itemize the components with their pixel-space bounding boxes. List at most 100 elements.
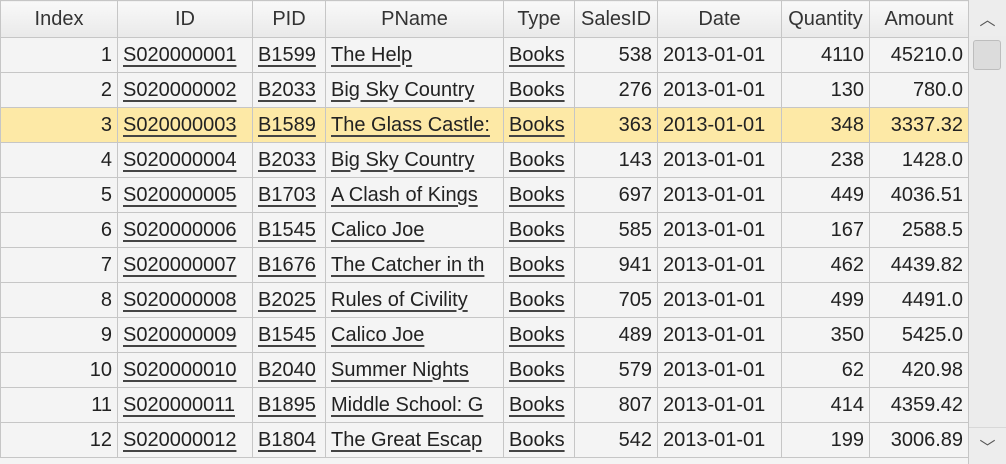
cell-type[interactable]: Books — [503, 282, 575, 318]
cell-pid[interactable]: B1703 — [252, 177, 326, 213]
cell-type[interactable]: Books — [503, 212, 575, 248]
cell-salesid[interactable]: 143 — [574, 142, 658, 178]
cell-date[interactable]: 2013-01-01 — [657, 352, 782, 388]
cell-amount[interactable]: 2588.5 — [869, 212, 969, 248]
type-link[interactable]: Books — [509, 428, 565, 451]
type-link[interactable]: Books — [509, 288, 565, 311]
cell-salesid[interactable]: 705 — [574, 282, 658, 318]
cell-pid[interactable]: B1676 — [252, 247, 326, 283]
cell-id[interactable]: S020000008 — [117, 282, 253, 318]
type-link[interactable]: Books — [509, 393, 565, 416]
pid-link[interactable]: B1676 — [258, 253, 316, 276]
column-header-quantity[interactable]: Quantity — [781, 0, 870, 38]
pname-link[interactable]: Calico Joe — [331, 218, 425, 241]
cell-pname[interactable]: Middle School: G — [325, 387, 504, 423]
pid-link[interactable]: B2025 — [258, 288, 316, 311]
cell-id[interactable]: S020000012 — [117, 422, 253, 458]
table-row[interactable]: 8 S020000008 B2025 Rules of Civility Books 70… — [0, 282, 969, 318]
cell-id[interactable]: S020000001 — [117, 37, 253, 73]
type-link[interactable]: Books — [509, 183, 565, 206]
cell-index[interactable]: 10 — [0, 352, 118, 388]
cell-date[interactable]: 2013-01-01 — [657, 212, 782, 248]
cell-amount[interactable]: 3006.89 — [869, 422, 969, 458]
pid-link[interactable]: B1545 — [258, 218, 316, 241]
id-link[interactable]: S020000010 — [123, 358, 237, 381]
cell-salesid[interactable]: 585 — [574, 212, 658, 248]
cell-amount[interactable]: 5425.0 — [869, 317, 969, 353]
pid-link[interactable]: B1545 — [258, 323, 316, 346]
cell-amount[interactable]: 4491.0 — [869, 282, 969, 318]
cell-index[interactable]: 6 — [0, 212, 118, 248]
cell-quantity[interactable]: 199 — [781, 422, 870, 458]
cell-pname[interactable]: Big Sky Country — [325, 142, 504, 178]
cell-pid[interactable]: B2033 — [252, 72, 326, 108]
cell-quantity[interactable]: 167 — [781, 212, 870, 248]
cell-pname[interactable]: Big Sky Country — [325, 72, 504, 108]
id-link[interactable]: S020000005 — [123, 183, 237, 206]
cell-salesid[interactable]: 542 — [574, 422, 658, 458]
cell-pname[interactable]: The Catcher in th — [325, 247, 504, 283]
cell-pid[interactable]: B1599 — [252, 37, 326, 73]
cell-type[interactable]: Books — [503, 107, 575, 143]
cell-pname[interactable]: Calico Joe — [325, 317, 504, 353]
cell-type[interactable]: Books — [503, 352, 575, 388]
id-link[interactable]: S020000004 — [123, 148, 237, 171]
cell-quantity[interactable]: 350 — [781, 317, 870, 353]
pid-link[interactable]: B1599 — [258, 43, 316, 66]
pid-link[interactable]: B2040 — [258, 358, 316, 381]
cell-pid[interactable]: B2025 — [252, 282, 326, 318]
cell-quantity[interactable]: 462 — [781, 247, 870, 283]
cell-id[interactable]: S020000002 — [117, 72, 253, 108]
cell-date[interactable]: 2013-01-01 — [657, 37, 782, 73]
id-link[interactable]: S020000003 — [123, 113, 237, 136]
table-row[interactable]: 3 S020000003 B1589 The Glass Castle: Books 36… — [0, 107, 969, 143]
pname-link[interactable]: A Clash of Kings — [331, 183, 478, 206]
pid-link[interactable]: B1804 — [258, 428, 316, 451]
pname-link[interactable]: The Catcher in th — [331, 253, 485, 276]
table-row[interactable]: 12 S020000012 B1804 The Great Escap Books 542… — [0, 422, 969, 458]
cell-index[interactable]: 2 — [0, 72, 118, 108]
pid-link[interactable]: B1895 — [258, 393, 316, 416]
cell-date[interactable]: 2013-01-01 — [657, 387, 782, 423]
type-link[interactable]: Books — [509, 323, 565, 346]
table-row[interactable]: 1 S020000001 B1599 The Help Books 538 2013-01-… — [0, 37, 969, 73]
cell-quantity[interactable]: 130 — [781, 72, 870, 108]
cell-amount[interactable]: 3337.32 — [869, 107, 969, 143]
cell-pname[interactable]: Summer Nights — [325, 352, 504, 388]
cell-id[interactable]: S020000005 — [117, 177, 253, 213]
chevron-down-icon[interactable]: ﹀ — [969, 427, 1006, 464]
cell-salesid[interactable]: 579 — [574, 352, 658, 388]
cell-quantity[interactable]: 238 — [781, 142, 870, 178]
cell-id[interactable]: S020000003 — [117, 107, 253, 143]
cell-date[interactable]: 2013-01-01 — [657, 282, 782, 318]
cell-quantity[interactable]: 449 — [781, 177, 870, 213]
id-link[interactable]: S020000008 — [123, 288, 237, 311]
scroll-thumb[interactable] — [973, 40, 1001, 70]
cell-pid[interactable]: B2040 — [252, 352, 326, 388]
cell-type[interactable]: Books — [503, 72, 575, 108]
cell-salesid[interactable]: 807 — [574, 387, 658, 423]
cell-quantity[interactable]: 4110 — [781, 37, 870, 73]
cell-id[interactable]: S020000007 — [117, 247, 253, 283]
pname-link[interactable]: Big Sky Country — [331, 148, 475, 171]
column-header-pname[interactable]: PName — [325, 0, 504, 38]
cell-amount[interactable]: 420.98 — [869, 352, 969, 388]
cell-date[interactable]: 2013-01-01 — [657, 142, 782, 178]
cell-id[interactable]: S020000010 — [117, 352, 253, 388]
table-row[interactable]: 2 S020000002 B2033 Big Sky Country Books 276 2… — [0, 72, 969, 108]
id-link[interactable]: S020000012 — [123, 428, 237, 451]
cell-salesid[interactable]: 697 — [574, 177, 658, 213]
pid-link[interactable]: B2033 — [258, 78, 316, 101]
cell-date[interactable]: 2013-01-01 — [657, 72, 782, 108]
cell-pname[interactable]: Rules of Civility — [325, 282, 504, 318]
cell-amount[interactable]: 4439.82 — [869, 247, 969, 283]
scroll-track[interactable] — [969, 36, 1006, 428]
cell-id[interactable]: S020000004 — [117, 142, 253, 178]
pid-link[interactable]: B1589 — [258, 113, 316, 136]
pname-link[interactable]: The Help — [331, 43, 413, 66]
cell-amount[interactable]: 4359.42 — [869, 387, 969, 423]
id-link[interactable]: S020000007 — [123, 253, 237, 276]
id-link[interactable]: S020000006 — [123, 218, 237, 241]
cell-pid[interactable]: B1545 — [252, 317, 326, 353]
table-row[interactable]: 10 S020000010 B2040 Summer Nights Books 579 20… — [0, 352, 969, 388]
